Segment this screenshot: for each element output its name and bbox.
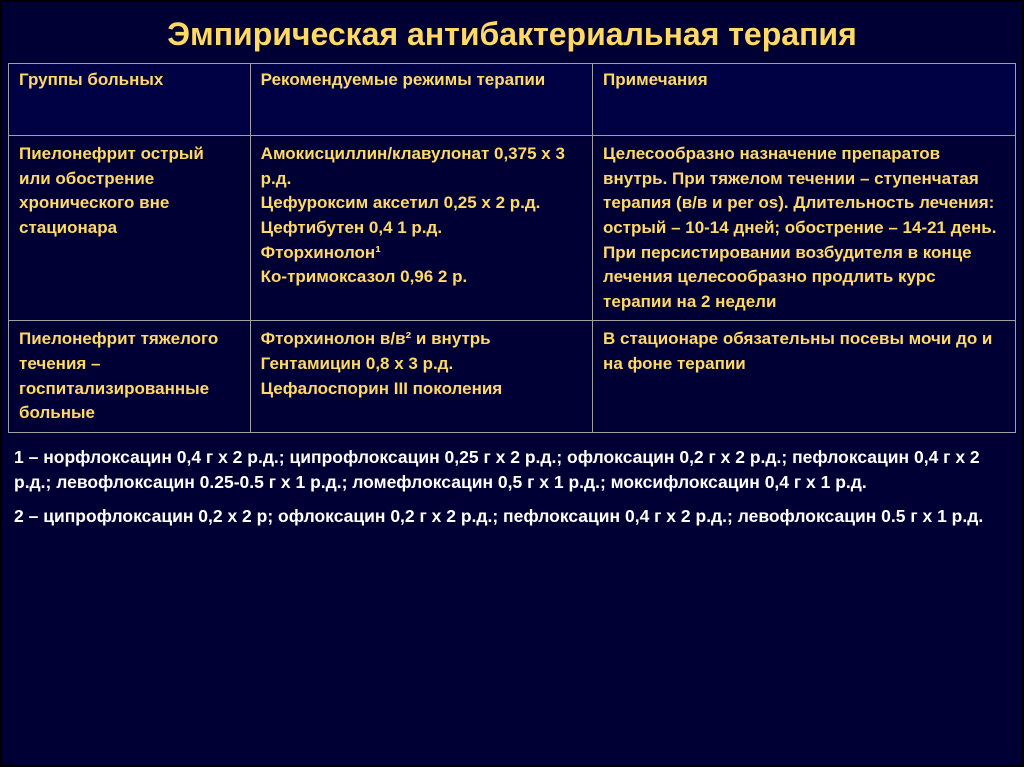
col-header-regimen: Рекомендуемые режимы терапии: [250, 64, 592, 136]
cell-notes: В стационаре обязательны посевы мочи до …: [593, 321, 1016, 433]
table-row: Пиелонефрит тяжелого течения – госпитали…: [9, 321, 1016, 433]
table-header-row: Группы больных Рекомендуемые режимы тера…: [9, 64, 1016, 136]
slide-title: Эмпирическая антибактериальная терапия: [2, 2, 1022, 63]
therapy-table-wrap: Группы больных Рекомендуемые режимы тера…: [2, 63, 1022, 433]
cell-regimen: Фторхинолон в/в² и внутрь Гентамицин 0,8…: [250, 321, 592, 433]
cell-regimen: Амокисциллин/клавулонат 0,375 х 3 р.д. Ц…: [250, 136, 592, 321]
cell-group: Пиелонефрит острый или обострение хронич…: [9, 136, 251, 321]
table-row: Пиелонефрит острый или обострение хронич…: [9, 136, 1016, 321]
footnote-1: 1 – норфлоксацин 0,4 г х 2 р.д.; ципрофл…: [14, 445, 1010, 496]
col-header-notes: Примечания: [593, 64, 1016, 136]
col-header-group: Группы больных: [9, 64, 251, 136]
cell-notes: Целесообразно назначение препаратов внут…: [593, 136, 1016, 321]
cell-group: Пиелонефрит тяжелого течения – госпитали…: [9, 321, 251, 433]
therapy-table: Группы больных Рекомендуемые режимы тера…: [8, 63, 1016, 433]
slide: Эмпирическая антибактериальная терапия Г…: [0, 0, 1024, 767]
footnote-2: 2 – ципрофлоксацин 0,2 х 2 р; офлоксацин…: [14, 504, 1010, 529]
footnotes: 1 – норфлоксацин 0,4 г х 2 р.д.; ципрофл…: [2, 433, 1022, 529]
